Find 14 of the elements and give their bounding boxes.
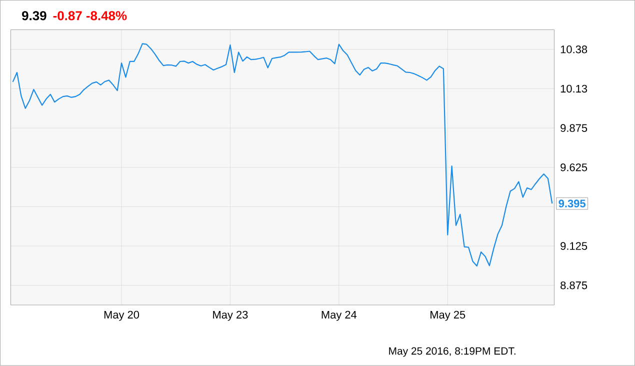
y-tick-label: 9.125 [560,242,588,250]
x-tick-label: May 24 [322,310,357,321]
annotation: 9.395 [558,200,586,208]
y-tick-label: 8.875 [560,282,588,290]
y-tick-label: 10.38 [560,46,588,54]
y-tick-label: 10.13 [560,84,588,93]
y-tick-label: 9.625 [560,164,588,172]
chart-title: 9.39 [22,11,46,20]
x-tick-label: May 20 [104,310,140,321]
y-tick-label: 9.875 [560,124,588,132]
x-tick-label: May 23 [213,310,248,321]
chart-subtitle: -0.87 -8.48% [53,11,127,20]
text: May 25 2016, 8:19PM EDT. [389,347,516,357]
x-tick-label: May 25 [430,310,466,321]
